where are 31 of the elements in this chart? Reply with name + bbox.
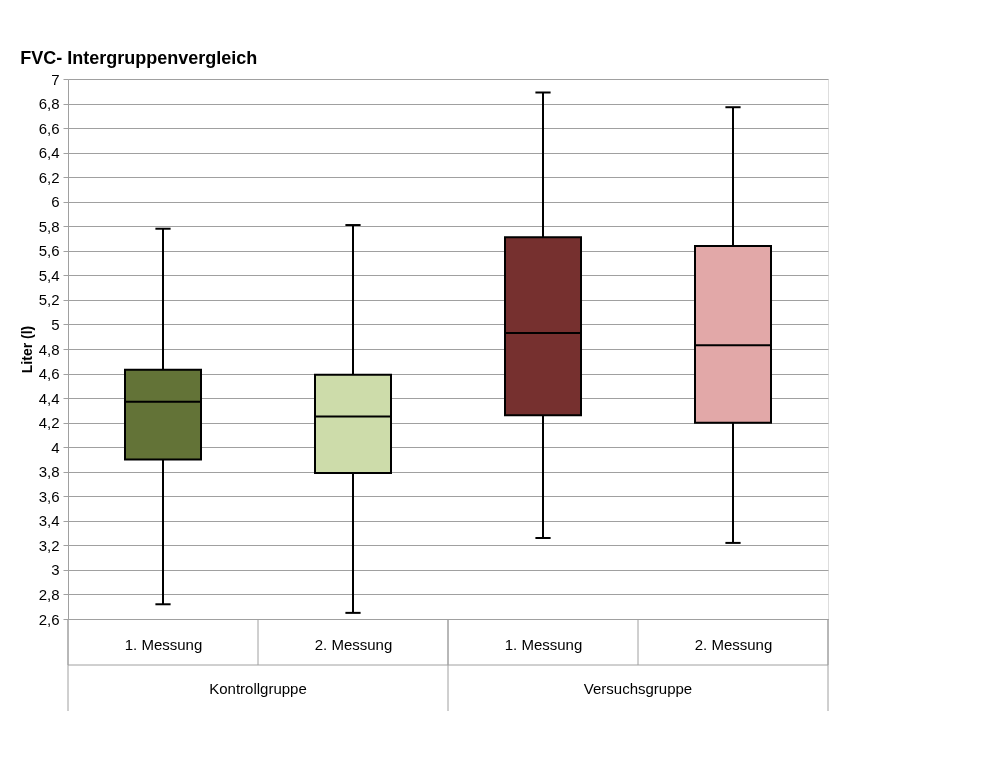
y-tick-label: 5,4 bbox=[38, 266, 60, 284]
text: Versuchsgruppe bbox=[583, 680, 693, 697]
y-tick-label: 3,8 bbox=[38, 463, 60, 481]
y-tick-label: 3,6 bbox=[38, 487, 60, 505]
y-axis-title: Liter (l) bbox=[18, 325, 35, 374]
y-tick-label: 4,8 bbox=[38, 340, 60, 358]
y-tick-label: 4,2 bbox=[38, 414, 60, 432]
y-tick-label: 5,2 bbox=[38, 291, 60, 309]
y-tick-label: 3,2 bbox=[38, 536, 60, 554]
x-tick-label: 1. Messung bbox=[124, 635, 203, 653]
y-tick-label: 7 bbox=[51, 70, 60, 88]
y-tick-label: 5 bbox=[51, 315, 60, 333]
y-tick-label: 3,4 bbox=[38, 512, 60, 530]
x-tick-label: 2. Messung bbox=[694, 635, 773, 653]
y-tick-label: 4 bbox=[51, 438, 60, 456]
x-tick-label: 2. Messung bbox=[314, 635, 393, 653]
y-tick-label: 6,6 bbox=[38, 119, 60, 137]
y-tick-label: 5,6 bbox=[38, 242, 60, 260]
y-tick-label: 5,8 bbox=[38, 217, 60, 235]
y-tick-label: 4,6 bbox=[38, 365, 60, 383]
y-tick-label: 4,4 bbox=[38, 389, 60, 407]
y-tick-label: 6,4 bbox=[38, 144, 60, 162]
y-tick-label: 6,2 bbox=[38, 168, 60, 186]
y-tick-label: 6,8 bbox=[38, 95, 60, 113]
y-tick-label: 6 bbox=[51, 193, 60, 211]
y-tick-label: 3 bbox=[51, 561, 60, 579]
y-tick-label: 2,8 bbox=[38, 585, 60, 603]
x-tick-label: 1. Messung bbox=[504, 635, 583, 653]
chart-title: FVC- Intergruppenvergleich bbox=[20, 48, 258, 68]
y-tick-label: 2,6 bbox=[38, 610, 60, 628]
text: Kontrollgruppe bbox=[209, 680, 307, 697]
